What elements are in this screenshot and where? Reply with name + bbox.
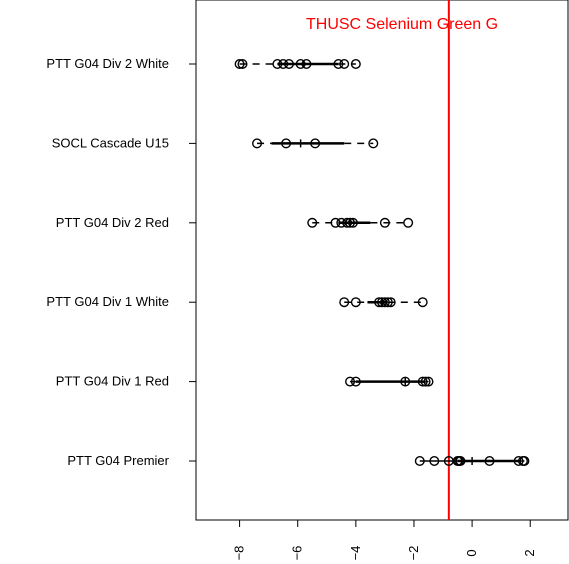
- data-point: [237, 59, 248, 70]
- data-point: [310, 138, 321, 149]
- data-point: [234, 59, 245, 70]
- data-point: [301, 59, 312, 70]
- data-point: [339, 59, 350, 70]
- plot-area: [234, 0, 530, 520]
- data-point: [379, 297, 390, 308]
- data-point: [350, 297, 361, 308]
- data-point: [417, 376, 428, 387]
- y-tick-label: PTT G04 Div 1 Red: [56, 374, 169, 389]
- y-tick-label: PTT G04 Div 2 White: [46, 56, 169, 71]
- plot-frame: [195, 0, 569, 521]
- data-point: [420, 376, 431, 387]
- x-tick-label: 0: [464, 549, 479, 556]
- data-point: [368, 138, 379, 149]
- data-point: [345, 217, 356, 228]
- x-tick-label: −2: [406, 546, 421, 561]
- data-point: [385, 297, 396, 308]
- y-tick-label: PTT G04 Div 1 White: [46, 294, 169, 309]
- data-point: [513, 456, 524, 467]
- data-point: [284, 59, 295, 70]
- data-point: [278, 59, 289, 70]
- data-point: [455, 456, 466, 467]
- x-tick-label: 2: [522, 549, 537, 556]
- data-point: [281, 138, 292, 149]
- x-tick-label: −4: [348, 546, 363, 561]
- data-point: [333, 59, 344, 70]
- data-point: [350, 59, 361, 70]
- y-axis: PTT G04 Div 2 White SOCL Cascade U15 PTT G…: [46, 56, 196, 468]
- data-point: [403, 217, 414, 228]
- data-point: [382, 297, 393, 308]
- data-point: [519, 456, 530, 467]
- data-point: [295, 59, 306, 70]
- x-tick-label: −6: [290, 546, 305, 561]
- data-point: [342, 217, 353, 228]
- data-point: [272, 59, 283, 70]
- x-tick-label: −8: [232, 546, 247, 561]
- data-point: [417, 297, 428, 308]
- reference-annotation: THUSC Selenium Green G: [306, 16, 498, 33]
- y-tick-label: PTT G04 Premier: [67, 453, 169, 468]
- data-point: [429, 456, 440, 467]
- x-axis: −8 −6 −4 −2 0 2: [232, 520, 537, 561]
- data-point: [414, 456, 425, 467]
- data-point: [350, 376, 361, 387]
- data-point: [330, 217, 341, 228]
- data-point: [345, 376, 356, 387]
- y-tick-label: PTT G04 Div 2 Red: [56, 215, 169, 230]
- data-point: [339, 297, 350, 308]
- data-point: [379, 217, 390, 228]
- data-point: [400, 376, 411, 387]
- data-point: [252, 138, 263, 149]
- data-point: [347, 217, 358, 228]
- data-point: [423, 376, 434, 387]
- data-point: [484, 456, 495, 467]
- y-tick-label: SOCL Cascade U15: [52, 135, 169, 150]
- data-point: [307, 217, 318, 228]
